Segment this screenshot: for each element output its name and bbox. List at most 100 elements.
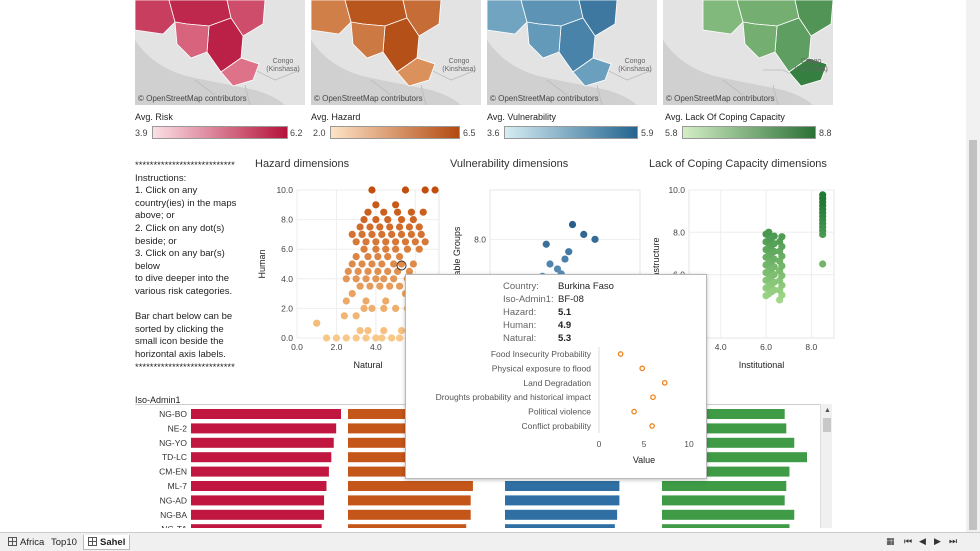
scatter-point[interactable]	[360, 304, 368, 312]
scatter-point[interactable]	[380, 208, 388, 216]
scatter-point[interactable]	[395, 253, 404, 261]
map-region[interactable]	[487, 0, 528, 35]
scatter-point[interactable]	[340, 312, 348, 320]
scatter-point[interactable]	[411, 238, 419, 246]
bar-1[interactable]	[348, 524, 467, 528]
scatter-point[interactable]	[392, 238, 400, 246]
scatter-point[interactable]	[380, 275, 388, 283]
scatter-point[interactable]	[372, 334, 380, 342]
scatter-point[interactable]	[356, 282, 364, 290]
scatter-point[interactable]	[591, 235, 599, 243]
bar-chart-scrollbar[interactable]: ▲	[820, 404, 832, 528]
bar-0[interactable]	[191, 495, 325, 506]
scatter-point[interactable]	[344, 267, 352, 275]
bar-0[interactable]	[191, 524, 322, 528]
bar-0[interactable]	[191, 423, 337, 434]
scatter-point[interactable]	[397, 230, 406, 238]
map-region[interactable]	[174, 21, 210, 59]
risk-map[interactable]: © OpenStreetMap contributors Congo (Kinsh…	[135, 0, 305, 105]
vulnerability-map[interactable]: © OpenStreetMap contributors Congo (Kinsh…	[487, 0, 657, 105]
bar-1[interactable]	[348, 509, 471, 520]
scatter-point[interactable]	[332, 334, 341, 342]
scatter-point[interactable]	[352, 334, 360, 342]
scatter-point[interactable]	[819, 191, 827, 199]
scatter-point[interactable]	[409, 216, 417, 224]
scatter-point[interactable]	[382, 297, 390, 305]
scatter-point[interactable]	[419, 208, 427, 216]
bar-category-label[interactable]: NG-AD	[160, 495, 187, 505]
scatter-point[interactable]	[421, 238, 429, 246]
scatter-point[interactable]	[401, 238, 410, 246]
scatter-point[interactable]	[384, 267, 392, 275]
scatter-point[interactable]	[390, 260, 398, 268]
scatter-point[interactable]	[386, 282, 394, 290]
scatter-point[interactable]	[392, 304, 400, 312]
scatter-point[interactable]	[390, 275, 398, 283]
highlighted-point[interactable]	[396, 260, 407, 271]
bar-3[interactable]	[662, 524, 790, 528]
bar-0[interactable]	[191, 509, 325, 520]
page-scrollbar-thumb[interactable]	[969, 140, 977, 530]
scatter-point[interactable]	[388, 334, 396, 342]
scatter-point[interactable]	[553, 265, 562, 273]
scatter-point[interactable]	[417, 230, 425, 238]
scatter-point[interactable]	[360, 245, 368, 253]
scatter-point[interactable]	[407, 208, 415, 216]
map-region[interactable]	[578, 0, 618, 37]
bar-3[interactable]	[662, 452, 807, 463]
scatter-point[interactable]	[542, 240, 550, 248]
scatter-point[interactable]	[392, 201, 400, 209]
scatter-point[interactable]	[405, 223, 414, 231]
scatter-point[interactable]	[421, 186, 429, 194]
scatter-point[interactable]	[565, 248, 573, 256]
scatter-point[interactable]	[380, 304, 388, 312]
scatter-point[interactable]	[397, 327, 406, 335]
scatter-point[interactable]	[770, 263, 778, 271]
scatter-point[interactable]	[342, 297, 350, 305]
scatter-point[interactable]	[392, 245, 400, 253]
bar-1[interactable]	[348, 481, 473, 491]
scatter-point[interactable]	[395, 282, 404, 290]
scatter-point[interactable]	[374, 267, 382, 275]
scatter-point[interactable]	[352, 253, 360, 261]
scatter-point[interactable]	[342, 334, 350, 342]
tab-africa[interactable]: Africa	[4, 535, 48, 550]
bar-3[interactable]	[662, 437, 795, 448]
scatter-point[interactable]	[770, 270, 778, 279]
map-region[interactable]	[220, 57, 260, 87]
map-region[interactable]	[226, 0, 266, 37]
bar-2[interactable]	[505, 495, 620, 506]
scatter-point[interactable]	[368, 186, 376, 194]
scatter-point[interactable]	[395, 223, 404, 231]
scatter-point[interactable]	[378, 260, 386, 268]
tab-top10[interactable]: Top10	[47, 535, 81, 550]
scatter-point[interactable]	[431, 186, 439, 194]
scatter-point[interactable]	[368, 230, 376, 238]
scatter-point[interactable]	[362, 297, 370, 305]
bar-0[interactable]	[191, 409, 341, 419]
scatter-point[interactable]	[348, 260, 356, 268]
scatter-point[interactable]	[364, 253, 372, 261]
scatter-point[interactable]	[378, 230, 386, 238]
scatter-point[interactable]	[366, 223, 374, 231]
scatter-point[interactable]	[362, 334, 370, 342]
bar-category-label[interactable]: CM-EN	[159, 467, 187, 477]
scatter-point[interactable]	[378, 334, 386, 342]
bar-2[interactable]	[505, 481, 620, 491]
bar-3[interactable]	[662, 409, 785, 419]
scatter-point[interactable]	[393, 208, 402, 216]
bar-category-label[interactable]: NE-2	[168, 423, 188, 433]
scatter-point[interactable]	[409, 260, 417, 268]
scatter-point[interactable]	[386, 223, 394, 231]
prev-sheet-icon[interactable]: ◀	[919, 536, 926, 546]
bar-1[interactable]	[348, 495, 471, 506]
scatter-point[interactable]	[368, 304, 376, 312]
scatter-point[interactable]	[376, 223, 384, 231]
map-region[interactable]	[135, 0, 176, 35]
scatter-point[interactable]	[819, 260, 827, 268]
scatter-point[interactable]	[372, 275, 380, 283]
map-region[interactable]	[350, 21, 386, 59]
scatter-point[interactable]	[405, 267, 414, 275]
scatter-point[interactable]	[376, 282, 384, 290]
bar-0[interactable]	[191, 437, 334, 448]
